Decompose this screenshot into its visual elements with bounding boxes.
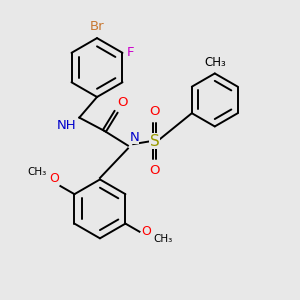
Text: Br: Br xyxy=(90,20,104,33)
Text: CH₃: CH₃ xyxy=(27,167,46,177)
Text: NH: NH xyxy=(57,119,76,132)
Text: O: O xyxy=(118,96,128,109)
Text: F: F xyxy=(127,46,134,59)
Text: CH₃: CH₃ xyxy=(204,56,226,69)
Text: S: S xyxy=(149,134,159,149)
Text: O: O xyxy=(141,225,151,238)
Text: N: N xyxy=(129,131,139,144)
Text: O: O xyxy=(149,105,160,118)
Text: O: O xyxy=(149,164,160,177)
Text: CH₃: CH₃ xyxy=(154,234,173,244)
Text: O: O xyxy=(49,172,59,184)
